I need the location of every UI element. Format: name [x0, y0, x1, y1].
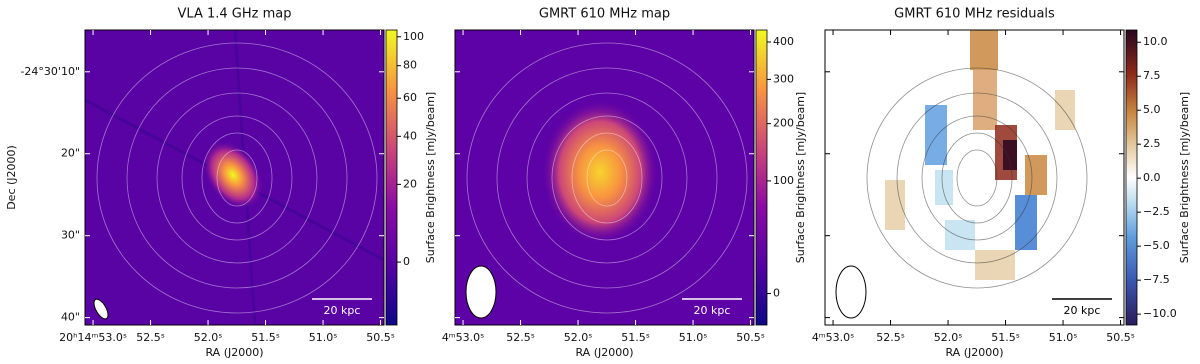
- x-tick-label: 51.0ˢ: [309, 331, 338, 344]
- colorbar-tick-label: 2.5: [1143, 137, 1161, 150]
- contour: [466, 42, 748, 314]
- x-tick-label: 50.5ˢ: [1106, 331, 1135, 344]
- x-tick-label: 52.0ˢ: [564, 331, 593, 344]
- residual-pixel: [935, 170, 953, 205]
- colorbar-tick-label: 300: [773, 72, 794, 85]
- map-source: [542, 100, 658, 244]
- axes-frame: [824, 29, 1125, 326]
- x-tick-label: 52.0ˢ: [194, 331, 223, 344]
- colorbar-tick-label: −2.5: [1143, 205, 1170, 218]
- x-tick-label: 51.5ˢ: [621, 331, 650, 344]
- colorbar-label: Surface Brightness [mJy/beam]: [794, 92, 807, 263]
- residual-pixel: [970, 30, 998, 70]
- residual-pixel: [945, 220, 975, 250]
- scale-bar-label: 20 kpc: [324, 304, 361, 317]
- x-tick-label: 52.0ˢ: [934, 331, 963, 344]
- x-tick-label: 50.5ˢ: [366, 331, 395, 344]
- residual-pixel: [1025, 155, 1047, 195]
- colorbar-tick-label: −10.0: [1143, 307, 1177, 320]
- panel-title: GMRT 610 MHz residuals: [894, 7, 1055, 22]
- beam: [835, 265, 867, 319]
- residual-pixel: [1003, 140, 1017, 170]
- x-tick-label: 4ᵐ53.0ˢ: [812, 331, 854, 344]
- contour: [551, 115, 663, 241]
- residual-pixel: [975, 250, 1015, 280]
- y-tick-label: 40": [61, 311, 80, 324]
- x-tick-label: 51.0ˢ: [1049, 331, 1078, 344]
- colorbar-tick-label: 100: [403, 30, 424, 43]
- colorbar-tick-label: −7.5: [1143, 273, 1170, 286]
- y-axis-label: Dec (J2000): [5, 145, 18, 210]
- contour: [96, 42, 378, 314]
- scale-bar-label: 20 kpc: [694, 304, 731, 317]
- colorbar-tick-label: 40: [403, 129, 417, 142]
- colorbar-tick-label: 0.0: [1143, 171, 1161, 184]
- panel-title: VLA 1.4 GHz map: [178, 7, 292, 22]
- colorbar: [755, 29, 768, 326]
- x-axis-label: RA (J2000): [205, 346, 263, 359]
- contour: [896, 92, 1058, 264]
- residual-pixel: [925, 105, 947, 165]
- contour: [526, 92, 688, 264]
- x-tick-label: 50.5ˢ: [736, 331, 765, 344]
- scale-bar-label: 20 kpc: [1064, 304, 1101, 317]
- beam: [465, 265, 497, 319]
- x-tick-label: 20ʰ14ᵐ53.0ˢ: [59, 331, 127, 344]
- colorbar-tick-label: 5.0: [1143, 103, 1161, 116]
- y-tick-label: 30": [61, 229, 80, 242]
- contour: [571, 132, 643, 224]
- colorbar-label: Surface Brightness [mJy/beam]: [1178, 92, 1191, 263]
- colorbar-tick-label: 80: [403, 59, 417, 72]
- x-tick-label: 4ᵐ53.0ˢ: [442, 331, 484, 344]
- colorbar-tick-label: 200: [773, 117, 794, 130]
- contour: [216, 149, 258, 207]
- residual-pixel: [1015, 195, 1037, 250]
- x-tick-label: 51.5ˢ: [251, 331, 280, 344]
- contour: [156, 92, 318, 264]
- x-tick-label: 51.0ˢ: [679, 331, 708, 344]
- colorbar-tick-label: 100: [773, 174, 794, 187]
- axes-frame: [454, 29, 755, 326]
- colorbar-tick-label: 400: [773, 35, 794, 48]
- x-tick-label: 52.5ˢ: [506, 331, 535, 344]
- residual-pixel: [973, 70, 997, 130]
- contour: [496, 67, 718, 289]
- contour: [941, 132, 1013, 224]
- contour: [586, 149, 628, 207]
- residual-pixel: [1055, 90, 1075, 130]
- contour: [181, 115, 293, 241]
- x-axis-label: RA (J2000): [945, 346, 1003, 359]
- x-tick-label: 52.5ˢ: [876, 331, 905, 344]
- colorbar: [385, 29, 398, 326]
- colorbar-tick-label: 0: [773, 287, 780, 300]
- colorbar-tick-label: −5.0: [1143, 239, 1170, 252]
- contour: [201, 132, 273, 224]
- y-tick-label: 20": [61, 147, 80, 160]
- colorbar-tick-label: 7.5: [1143, 69, 1161, 82]
- beam: [93, 298, 109, 320]
- x-axis-label: RA (J2000): [575, 346, 633, 359]
- map-image: [825, 30, 1124, 325]
- colorbar: [1125, 29, 1138, 326]
- x-tick-label: 52.5ˢ: [136, 331, 165, 344]
- map-source: [202, 140, 264, 210]
- map-image: [455, 30, 754, 325]
- contour: [126, 67, 348, 289]
- map-image: [85, 30, 384, 325]
- contour: [956, 149, 998, 207]
- contour: [921, 115, 1033, 241]
- colorbar-label: Surface Brightness [mJy/beam]: [424, 92, 437, 263]
- colorbar-tick-label: 60: [403, 91, 417, 104]
- residual-pixel: [885, 180, 905, 230]
- y-tick-label: -24°30'10": [20, 65, 80, 78]
- colorbar-tick-label: 10.0: [1143, 35, 1168, 48]
- colorbar-tick-label: 0: [403, 255, 410, 268]
- panel-title: GMRT 610 MHz map: [539, 7, 670, 22]
- x-tick-label: 51.5ˢ: [991, 331, 1020, 344]
- axes-frame: [84, 29, 385, 326]
- contour: [866, 67, 1088, 289]
- colorbar-tick-label: 20: [403, 177, 417, 190]
